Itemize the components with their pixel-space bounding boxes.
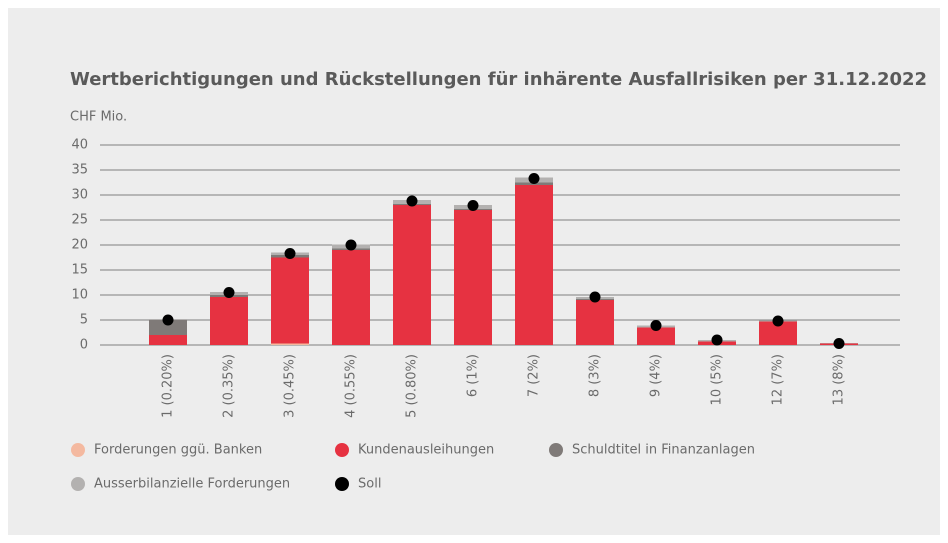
legend-swatch — [71, 443, 85, 457]
x-tick-label: 5 (0.80%) — [405, 354, 420, 418]
legend-swatch — [549, 443, 563, 457]
legend-label: Ausserbilanzielle Forderungen — [94, 477, 290, 492]
x-tick-label: 9 (4%) — [649, 354, 664, 397]
marker — [772, 315, 784, 327]
marker — [406, 195, 418, 207]
bar-segment — [271, 343, 309, 345]
x-tick-label: 7 (2%) — [527, 354, 542, 397]
x-tick-label: 10 (5%) — [710, 354, 725, 405]
bar-segment — [271, 257, 309, 344]
marker — [833, 338, 845, 349]
y-tick-label: 15 — [71, 263, 88, 278]
bar-segment — [332, 250, 370, 345]
marker — [589, 291, 601, 303]
bar-segment — [637, 327, 675, 345]
marker — [650, 320, 662, 331]
legend-label: Soll — [358, 477, 381, 492]
marker — [711, 334, 723, 346]
legend-label: Forderungen ggü. Banken — [94, 443, 262, 458]
bar-segment — [454, 210, 492, 345]
y-tick-label: 30 — [71, 188, 88, 203]
bar-segment — [576, 300, 614, 345]
legend-label: Schuldtitel in Finanzanlagen — [572, 443, 755, 458]
marker — [284, 248, 296, 259]
legend-swatch — [335, 477, 349, 491]
x-tick-label: 13 (8%) — [832, 354, 847, 405]
marker — [467, 200, 479, 211]
x-tick-label: 2 (0.35%) — [222, 354, 237, 418]
marker — [345, 239, 357, 251]
bar-segment — [515, 185, 553, 345]
legend-swatch — [335, 443, 349, 457]
y-tick-label: 25 — [71, 213, 88, 228]
marker — [528, 173, 540, 184]
y-tick-label: 10 — [71, 288, 88, 303]
legend-label: Kundenausleihungen — [358, 443, 494, 458]
bar-segment — [210, 297, 248, 345]
y-tick-label: 20 — [71, 238, 88, 253]
marker — [223, 287, 235, 298]
x-tick-label: 4 (0.55%) — [344, 354, 359, 418]
bar-segment — [149, 335, 187, 345]
x-tick-label: 8 (3%) — [588, 354, 603, 397]
x-tick-label: 1 (0.20%) — [161, 354, 176, 418]
y-tick-label: 0 — [80, 338, 88, 353]
y-tick-label: 40 — [71, 138, 88, 153]
y-tick-label: 35 — [71, 163, 88, 178]
x-tick-label: 3 (0.45%) — [283, 354, 298, 418]
x-tick-label: 12 (7%) — [771, 354, 786, 405]
legend-swatch — [71, 477, 85, 491]
bar-segment — [393, 205, 431, 345]
x-tick-label: 6 (1%) — [466, 354, 481, 397]
marker — [162, 314, 174, 326]
y-tick-label: 5 — [80, 313, 88, 328]
chart-title: Wertberichtigungen und Rückstellungen fü… — [70, 69, 927, 90]
bar-segment — [149, 320, 187, 335]
y-axis-label: CHF Mio. — [70, 110, 127, 125]
bar-segment — [759, 321, 797, 345]
